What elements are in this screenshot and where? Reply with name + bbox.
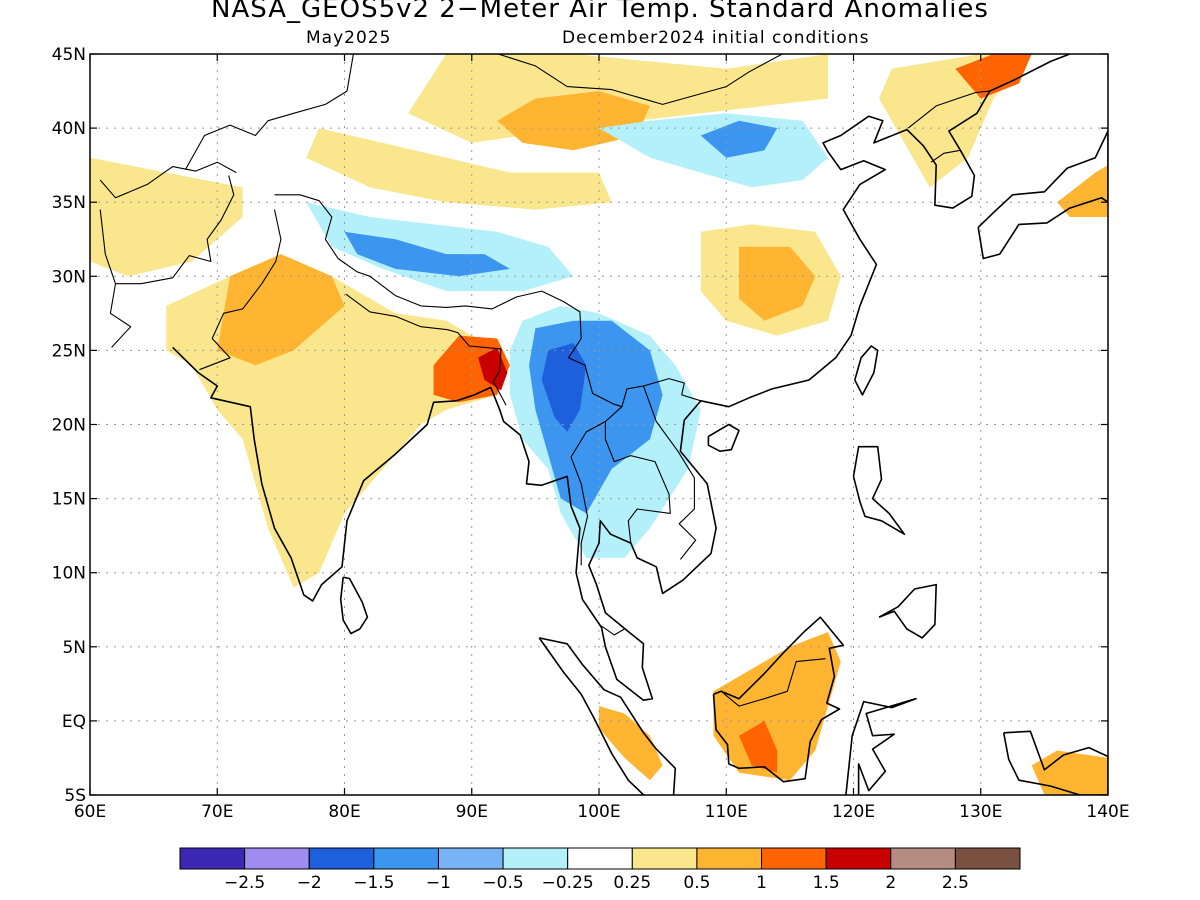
- border-iran-afghan-pak: [99, 209, 132, 348]
- colorbar-swatch: [308, 847, 375, 870]
- latitude-axis: 45N 40N 35N 30N 25N 20N 15N 10N 5N EQ 5S: [52, 45, 1108, 806]
- colorbar-label: −0.5: [482, 873, 523, 893]
- border-laos-vietnam: [621, 378, 701, 407]
- colorbar-label: −0.25: [542, 873, 594, 893]
- colorbar-swatch: [761, 847, 827, 870]
- map-title: NASA_GEOS5v2 2−Meter Air Temp. Standard …: [211, 0, 989, 24]
- lat-tick-label: EQ: [62, 712, 86, 732]
- border-afghan-pak: [115, 175, 235, 285]
- forecast-month: May2025: [306, 28, 392, 48]
- anomaly-region-china-central-cool-core: [700, 120, 778, 158]
- anomaly-region-manchuria-hot: [955, 54, 1032, 99]
- colorbar-swatch: [954, 847, 1021, 870]
- lat-tick-label: 5N: [62, 638, 86, 658]
- colorbar-swatch: [631, 847, 698, 870]
- coastline-india: [172, 54, 1071, 702]
- colorbar-label: −1.5: [353, 873, 394, 893]
- border-china-north-korea: [907, 90, 990, 129]
- longitude-axis: 60E 70E 80E 90E 100E 110E 120E 130E 140E: [74, 54, 1130, 822]
- coastline-sri-lanka: [339, 576, 369, 635]
- lat-tick-label: 25N: [52, 341, 86, 361]
- border-vietnam-laos-inner: [642, 385, 697, 560]
- colorbar-label: −1: [426, 873, 451, 893]
- colorbar-label: 2.5: [942, 873, 969, 893]
- colorbar-label: 2: [885, 873, 896, 893]
- colorbar-label: 1.5: [813, 873, 840, 893]
- border-nepal-south: [345, 293, 448, 331]
- lon-tick-label: 140E: [1086, 802, 1129, 822]
- colorbar-label: 1: [756, 873, 767, 893]
- lon-tick-label: 110E: [705, 802, 748, 822]
- border-laos-thai: [604, 421, 671, 544]
- border-himalaya-north: [274, 194, 564, 310]
- border-koreas: [930, 149, 961, 163]
- lon-tick-label: 130E: [959, 802, 1002, 822]
- colorbar-swatch: [567, 847, 633, 870]
- lat-tick-label: 10N: [52, 564, 86, 584]
- lat-tick-label: 20N: [52, 416, 86, 436]
- colorbar-label: 0.5: [683, 873, 710, 893]
- anomaly-region-borneo-hot: [739, 720, 778, 773]
- coastline-sulawesi: [845, 697, 917, 795]
- anomaly-region-papua-warm: [1031, 750, 1108, 795]
- colorbar-swatch: [179, 847, 246, 870]
- colorbar-swatch: [244, 847, 310, 870]
- gridlines: [90, 54, 1108, 795]
- lon-tick-label: 100E: [577, 802, 620, 822]
- coastlines: [99, 54, 1108, 795]
- coastline-borneo: [712, 616, 845, 783]
- lon-tick-label: 70E: [201, 802, 233, 822]
- border-pak-india: [199, 209, 282, 371]
- lat-tick-label: 30N: [52, 267, 86, 287]
- colorbar-swatch: [373, 847, 439, 870]
- anomaly-region-myanmar-deep: [541, 343, 587, 432]
- lat-tick-label: 40N: [52, 119, 86, 139]
- anomaly-region-sumatra-warm: [599, 706, 663, 781]
- border-china-mongolia: [496, 54, 784, 105]
- coastline-sumatra: [538, 637, 677, 795]
- coastline-luzon: [852, 445, 906, 536]
- colorbar-label: −2: [297, 873, 322, 893]
- colorbar-swatch: [825, 847, 892, 870]
- lon-tick-label: 80E: [328, 802, 360, 822]
- border-central-asia: [184, 90, 348, 170]
- colorbar-label: −2.5: [224, 873, 265, 893]
- lon-tick-label: 120E: [832, 802, 875, 822]
- border-bangladesh: [447, 329, 507, 406]
- lat-tick-label: 35N: [52, 193, 86, 213]
- anomaly-region-india-nw-hot: [217, 254, 345, 366]
- lat-tick-label: 15N: [52, 490, 86, 510]
- lat-tick-label: 5S: [64, 786, 86, 806]
- coastline-japan-kyushu-honshu: [977, 130, 1108, 260]
- anomaly-region-japan-warm: [1057, 165, 1108, 217]
- lon-tick-label: 90E: [456, 802, 488, 822]
- colorbar-swatch: [437, 847, 504, 870]
- colorbar-swatch: [890, 847, 956, 870]
- anomaly-shading: [90, 54, 1108, 795]
- anomaly-region-tibet-core: [344, 231, 510, 277]
- border-turkmen-afghan: [99, 161, 237, 199]
- colorbar-label: 0.25: [613, 873, 651, 893]
- border-china-kazakh: [346, 54, 356, 92]
- colorbar-swatch: [696, 847, 763, 870]
- coastline-new-guinea: [1002, 730, 1108, 795]
- colorbar: −2.5 −2 −1.5 −1 −0.5 −0.25 0.25 0.5 1 1.5 2 2.5: [179, 847, 1021, 893]
- border-malaysia-thai: [601, 625, 625, 636]
- colorbar-swatch: [502, 847, 569, 870]
- anomaly-region-china-south-core: [739, 246, 816, 321]
- lon-tick-label: 60E: [74, 802, 106, 822]
- initial-conditions: December2024 initial conditions: [562, 28, 870, 48]
- coastline-hainan: [707, 423, 740, 453]
- coastline-taiwan: [854, 345, 879, 396]
- border-borneo-states: [720, 658, 826, 707]
- anomaly-region-iran-warm: [90, 157, 243, 277]
- anomaly-region-tarim-warm: [306, 128, 612, 210]
- coastline-mindanao: [878, 583, 938, 639]
- lat-tick-label: 45N: [52, 45, 86, 65]
